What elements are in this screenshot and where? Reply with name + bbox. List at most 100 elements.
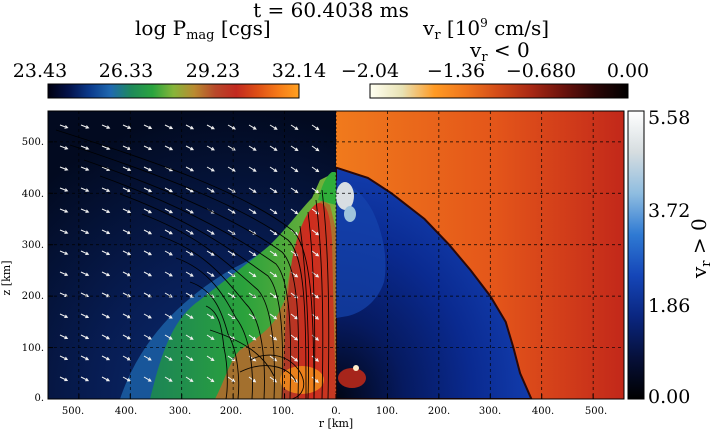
field-arrow — [143, 376, 152, 382]
vr-neg-rest: < 0 — [488, 38, 530, 62]
field-arrow — [185, 145, 195, 151]
field-arrow — [59, 355, 69, 361]
pmag-panel — [48, 111, 336, 399]
field-arrow — [206, 124, 215, 130]
vneg-tick-0: −2.04 — [341, 60, 399, 82]
x-tick-4: 100. — [272, 406, 294, 417]
vr-core-hot — [338, 368, 366, 388]
field-arrow — [80, 208, 90, 213]
right-quantity-sub: r — [434, 28, 441, 43]
field-line — [315, 199, 324, 399]
pmag-tick-3: 32.14 — [272, 60, 326, 82]
field-arrow — [206, 271, 215, 277]
vr-pos-main: v — [687, 266, 710, 279]
field-arrow — [80, 376, 90, 382]
field-arrow — [227, 313, 236, 320]
field-arrow — [143, 229, 153, 235]
x-tick-9: 400. — [532, 406, 554, 417]
field-arrow — [311, 187, 320, 194]
field-arrow — [290, 208, 299, 215]
left-unit: [cgs] — [214, 16, 270, 40]
field-arrow — [101, 124, 111, 129]
field-arrow — [185, 376, 194, 382]
field-arrow — [59, 376, 69, 382]
field-arrow — [206, 145, 215, 151]
field-line — [141, 213, 275, 399]
field-arrow — [164, 187, 174, 193]
field-arrow — [143, 292, 152, 298]
vr-white-plume — [336, 182, 354, 210]
field-line — [249, 354, 305, 399]
field-arrow — [164, 376, 173, 382]
field-arrow — [101, 334, 111, 340]
field-arrow — [311, 166, 320, 173]
field-line — [307, 211, 316, 399]
field-arrow — [248, 271, 257, 278]
field-arrow — [59, 313, 69, 318]
field-arrow — [185, 355, 194, 361]
field-arrow — [269, 313, 278, 320]
field-arrow — [269, 334, 278, 341]
field-arrow — [269, 292, 278, 299]
field-arrow — [143, 250, 153, 256]
field-arrow — [311, 292, 320, 299]
field-arrow — [248, 250, 257, 256]
field-arrow — [290, 124, 299, 130]
vneg-tick-3: 0.00 — [607, 60, 649, 82]
field-arrow — [143, 166, 153, 172]
field-arrow — [185, 292, 194, 298]
field-line — [175, 257, 253, 399]
field-arrow — [80, 166, 90, 171]
pmag-core-orange — [280, 366, 324, 394]
vr-neg-label: vr < 0 — [469, 38, 530, 65]
field-arrow — [311, 313, 319, 320]
right-unit-prefix: [10 — [441, 16, 481, 40]
field-arrow — [269, 208, 278, 215]
field-arrow — [80, 124, 90, 129]
field-arrow — [59, 208, 69, 213]
field-arrow — [59, 145, 69, 150]
field-arrow — [59, 334, 69, 340]
x-tick-10: 500. — [585, 406, 607, 417]
field-arrow — [143, 187, 153, 193]
field-arrow — [185, 166, 195, 172]
field-arrow — [290, 187, 299, 194]
x-axis-label: r [km] — [319, 417, 353, 430]
field-arrow — [164, 145, 174, 151]
field-arrow — [101, 208, 111, 213]
field-line — [239, 365, 297, 383]
field-arrow — [248, 292, 257, 299]
field-arrow — [164, 250, 173, 256]
field-arrow — [248, 208, 257, 214]
field-arrow — [80, 313, 90, 319]
field-arrow — [206, 376, 215, 383]
field-arrow — [185, 313, 194, 319]
field-arrow — [143, 124, 153, 130]
field-arrow — [227, 250, 236, 256]
vr-pos-ticklabels: 5.58 3.72 1.86 0.00 — [648, 107, 690, 408]
field-line — [55, 129, 315, 399]
vpos-tick-3: 0.00 — [648, 386, 690, 408]
field-arrow — [206, 355, 215, 361]
vr-core-dot — [353, 365, 359, 371]
field-arrow — [122, 166, 132, 171]
left-colorbar-ticklabels: 23.43 26.33 29.23 32.14 — [13, 60, 326, 82]
right-colorbar-ticklabels: −2.04 −1.36 −0.680 0.00 — [341, 60, 649, 82]
field-arrow — [164, 229, 173, 235]
field-arrow — [248, 187, 257, 193]
field-arrow — [101, 355, 111, 361]
pmag-colorbar — [47, 83, 300, 99]
field-arrow — [122, 208, 132, 214]
field-arrow — [248, 334, 257, 341]
field-arrow — [248, 124, 257, 130]
field-arrow — [101, 313, 111, 319]
field-arrow — [122, 376, 131, 382]
field-line — [69, 144, 307, 399]
field-arrow — [206, 187, 215, 193]
grid-lines — [48, 111, 624, 399]
field-arrow — [143, 334, 152, 340]
field-arrow — [80, 250, 90, 255]
field-arrow — [164, 208, 174, 214]
field-arrow — [206, 229, 215, 235]
vpos-tick-1: 3.72 — [648, 200, 690, 222]
